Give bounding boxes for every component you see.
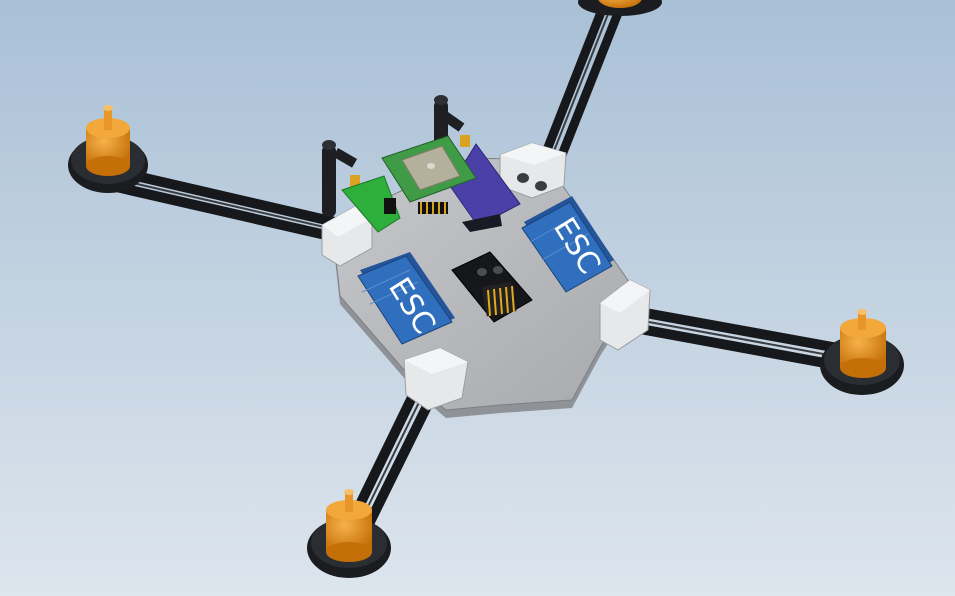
antenna-left bbox=[322, 140, 360, 217]
flight-controller bbox=[451, 251, 533, 323]
esc-right: ESC bbox=[521, 196, 614, 293]
arm-right bbox=[630, 307, 865, 373]
esc-left: ESC bbox=[357, 252, 455, 345]
sensor-hole bbox=[535, 181, 547, 191]
clamp-right bbox=[599, 279, 651, 351]
clamp-bottom bbox=[403, 347, 469, 411]
motor-right bbox=[820, 309, 904, 395]
pin-header-fc bbox=[487, 285, 515, 317]
motor-left bbox=[68, 105, 148, 193]
clamp-left bbox=[321, 205, 373, 267]
arm-left bbox=[105, 165, 340, 241]
pin-header-top bbox=[418, 202, 448, 214]
arm-top-right bbox=[540, 0, 625, 165]
motor-bottom bbox=[307, 489, 391, 578]
clamp-top bbox=[499, 142, 567, 199]
green-board bbox=[341, 175, 401, 233]
sensor-hole bbox=[517, 173, 529, 183]
motor-top-right bbox=[578, 0, 662, 16]
arm-clamps bbox=[321, 142, 651, 411]
gps-module bbox=[381, 135, 477, 203]
